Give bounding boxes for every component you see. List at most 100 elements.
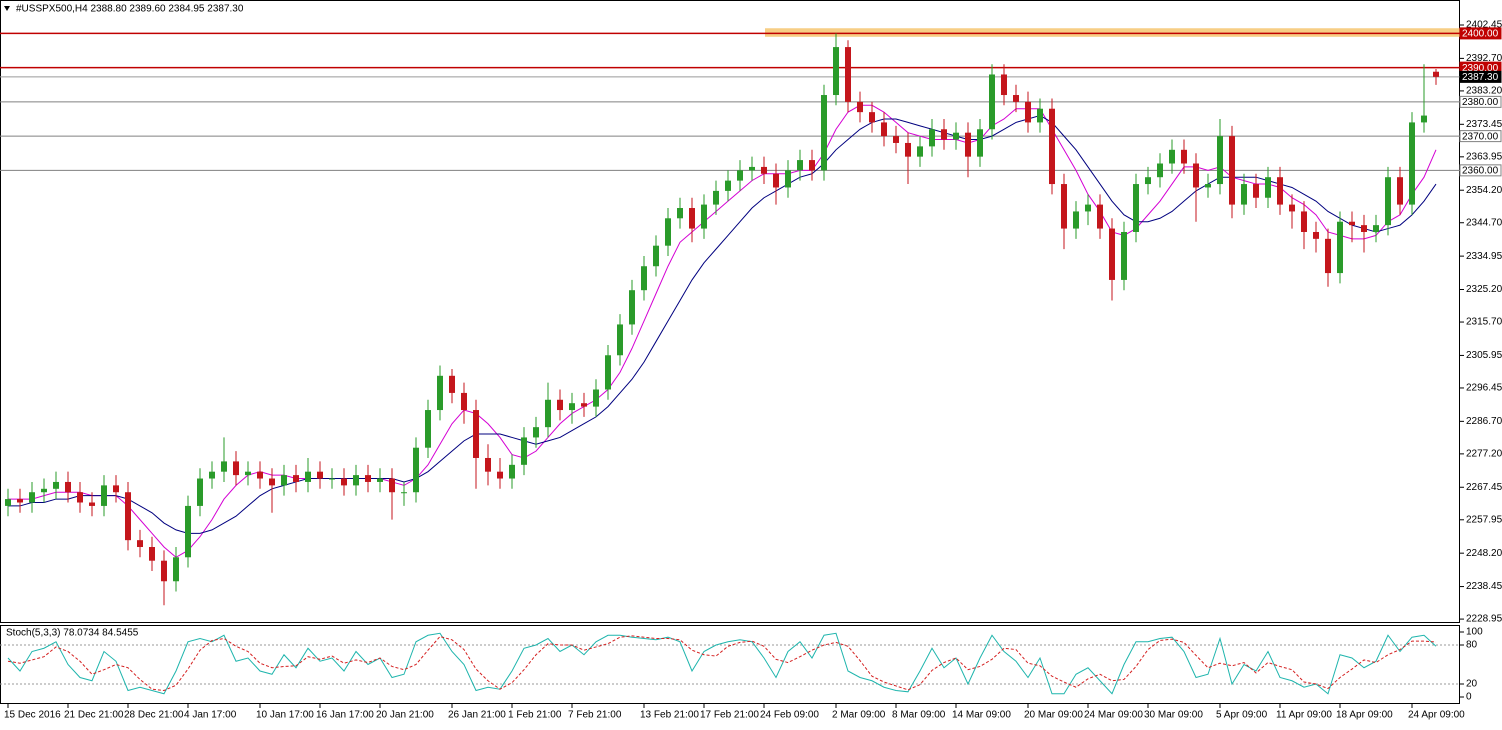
candle-body (125, 492, 131, 541)
candle-body (965, 132, 971, 157)
candle-body (1205, 184, 1211, 188)
candle-body (149, 547, 155, 561)
x-tick-label: 20 Mar 09:00 (1024, 710, 1083, 721)
candle-body (257, 471, 263, 479)
candle-body (1301, 211, 1307, 232)
candle-body (1337, 221, 1343, 274)
price-level-label: 2360.00 (1462, 165, 1499, 176)
x-tick-label: 15 Dec 2016 (4, 710, 61, 721)
candle-body (545, 399, 551, 428)
candle-body (269, 478, 275, 486)
candle-body (1409, 122, 1415, 205)
candle-body (1421, 115, 1427, 123)
candle-body (629, 290, 635, 325)
price-level-box (1459, 164, 1502, 177)
candle-body (1265, 177, 1271, 198)
x-tick-label: 24 Apr 09:00 (1408, 710, 1465, 721)
candle-body (785, 170, 791, 188)
candle-body (773, 173, 779, 188)
candle-body (641, 266, 647, 291)
candle-body (389, 478, 395, 493)
x-tick-label: 24 Mar 09:00 (1084, 710, 1143, 721)
candle-body (317, 471, 323, 479)
candle-body (1193, 163, 1199, 188)
candle-body (89, 502, 95, 506)
stoch-panel-frame (0, 625, 1460, 704)
candle-body (161, 560, 167, 582)
stoch-k-line (7, 632, 1437, 695)
y-tick-label: 2257.95 (1466, 514, 1502, 525)
candle-body (1241, 184, 1247, 205)
candle-body (245, 471, 251, 476)
chart-title: #USSPX500,H4 2388.80 2389.60 2384.95 238… (16, 4, 244, 15)
stoch-y-tick-label: 0 (1466, 692, 1472, 703)
candle-body (1229, 136, 1235, 205)
candle-body (1385, 177, 1391, 226)
stoch-title: Stoch(5,3,3) 78.0734 84.5455 (6, 628, 139, 639)
y-tick-label: 2305.95 (1466, 350, 1502, 361)
x-tick-label: 7 Feb 21:00 (568, 710, 622, 721)
candle-body (713, 190, 719, 205)
price-panel-frame (0, 0, 1460, 623)
candle-body (929, 129, 935, 147)
candle-body (365, 475, 371, 482)
x-tick-label: 11 Apr 09:00 (1276, 710, 1332, 721)
y-tick-label: 2238.45 (1466, 581, 1502, 592)
x-tick-label: 16 Jan 17:00 (316, 710, 374, 721)
candle-body (1349, 221, 1355, 226)
candle-body (905, 142, 911, 157)
candle-body (1289, 204, 1295, 212)
candle-body (881, 122, 887, 137)
candle-body (221, 461, 227, 472)
candle-body (29, 492, 35, 503)
y-tick-label: 2296.45 (1466, 383, 1502, 394)
candle-body (1277, 177, 1283, 205)
candle-body (917, 146, 923, 157)
candle-body (521, 437, 527, 465)
y-tick-label: 2334.95 (1466, 251, 1502, 262)
candle-body (1121, 231, 1127, 280)
x-tick-label: 30 Mar 09:00 (1144, 710, 1203, 721)
candle-body (941, 129, 947, 140)
candle-body (809, 160, 815, 171)
x-tick-label: 2 Mar 09:00 (832, 710, 886, 721)
candle-body (845, 47, 851, 102)
candle-body (41, 488, 47, 493)
price-level-label: 2387.30 (1462, 72, 1499, 83)
x-tick-label: 26 Jan 21:00 (448, 710, 506, 721)
candle-body (725, 180, 731, 191)
candle-body (425, 410, 431, 448)
candle-body (1253, 184, 1259, 198)
stoch-y-tick-label: 20 (1466, 679, 1478, 690)
price-level-label: 2370.00 (1462, 131, 1499, 142)
candle-body (953, 132, 959, 140)
stoch-y-tick-label: 100 (1466, 627, 1483, 638)
candle-body (1025, 101, 1031, 123)
price-level-label: 2380.00 (1462, 97, 1499, 108)
price-level-label: 2400.00 (1462, 29, 1499, 40)
stoch-d-line (7, 635, 1437, 692)
x-tick-label: 24 Feb 09:00 (760, 710, 819, 721)
candle-body (1085, 204, 1091, 212)
candle-body (989, 74, 995, 130)
candle-body (485, 457, 491, 472)
candle-body (1109, 228, 1115, 280)
candle-body (1001, 74, 1007, 96)
menu-arrow (4, 6, 10, 11)
resistance-zone (765, 28, 1460, 37)
candle-body (557, 399, 563, 411)
candle-body (1073, 211, 1079, 229)
y-tick-label: 2344.70 (1466, 217, 1502, 228)
candle-body (761, 166, 767, 174)
price-level-box (1459, 130, 1502, 143)
candle-body (653, 245, 659, 267)
moving-average (8, 115, 1437, 534)
candle-body (1049, 108, 1055, 185)
candle-body (833, 47, 839, 96)
x-tick-label: 17 Feb 21:00 (700, 710, 759, 721)
candle-body (329, 478, 335, 480)
candle-body (197, 478, 203, 506)
y-tick-label: 2373.45 (1466, 119, 1502, 130)
candle-body (569, 403, 575, 411)
